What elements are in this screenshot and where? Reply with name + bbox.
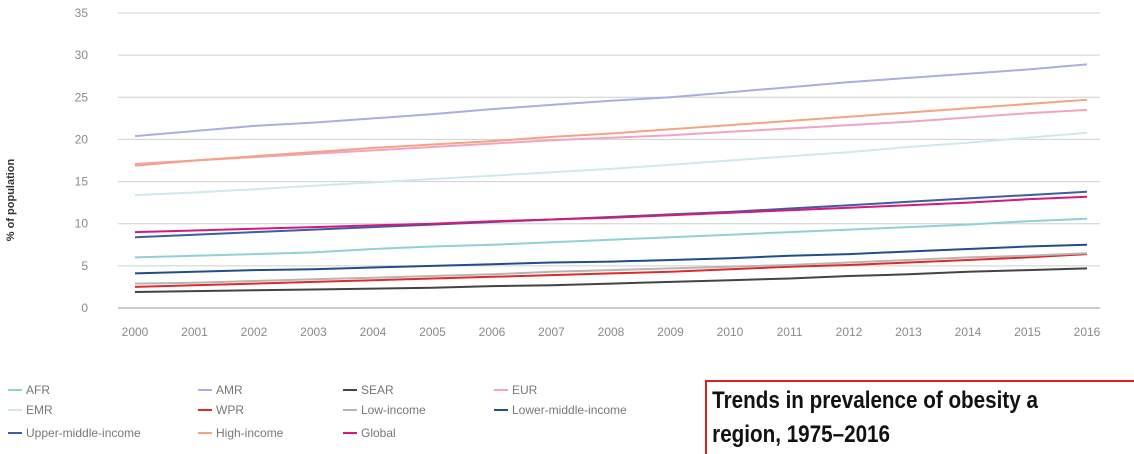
chart-title-line-1: Trends in prevalence of obesity a — [712, 387, 1038, 414]
chart-title-box: Trends in prevalence of obesity a region… — [705, 380, 1134, 454]
legend-item: EUR — [494, 383, 537, 397]
legend-swatch — [494, 409, 508, 411]
legend-item: EMR — [8, 403, 53, 417]
x-tick-label: 2012 — [836, 325, 863, 339]
series-line-eur — [134, 108, 1088, 165]
series-line-amr — [134, 63, 1088, 138]
series-line-sear — [134, 267, 1088, 293]
legend-swatch — [343, 409, 357, 411]
series-line-lower-middle-income — [134, 243, 1088, 275]
legend-item: Low-income — [343, 403, 426, 417]
legend-label: Upper-middle-income — [26, 426, 141, 440]
series-line-high-income — [134, 98, 1088, 167]
legend-swatch — [198, 409, 212, 411]
legend-swatch — [8, 409, 22, 411]
series-line-low-income — [134, 252, 1088, 285]
legend-swatch — [8, 432, 22, 434]
x-tick-label: 2014 — [955, 325, 982, 339]
legend-label: EMR — [26, 403, 53, 417]
x-tick-label: 2010 — [717, 325, 744, 339]
grid-lines — [118, 12, 1100, 309]
series-line-wpr — [134, 253, 1088, 288]
x-tick-label: 2005 — [419, 325, 446, 339]
x-tick-label: 2015 — [1014, 325, 1041, 339]
legend-swatch — [198, 389, 212, 391]
y-tick-label: 10 — [75, 217, 89, 231]
legend-label: SEAR — [361, 383, 394, 397]
legend-swatch — [494, 389, 508, 391]
legend-label: AMR — [216, 383, 243, 397]
y-tick-label: 25 — [75, 90, 89, 104]
legend-swatch — [343, 389, 357, 391]
legend-item: Global — [343, 426, 396, 440]
series-line-upper-middle-income — [134, 190, 1088, 239]
y-axis-label-container: % of population — [0, 100, 22, 300]
x-tick-label: 2006 — [479, 325, 506, 339]
legend-label: AFR — [26, 383, 50, 397]
legend-swatch — [343, 432, 357, 434]
series-line-global — [134, 195, 1088, 234]
x-tick-label: 2003 — [300, 325, 327, 339]
legend-swatch — [198, 432, 212, 434]
y-tick-label: 20 — [75, 132, 89, 146]
legend-item: Upper-middle-income — [8, 426, 141, 440]
y-axis-label: % of population — [5, 158, 17, 242]
legend-item: AMR — [198, 383, 243, 397]
legend-label: WPR — [216, 403, 244, 417]
y-tick-label: 15 — [75, 175, 89, 189]
y-axis-ticks: 0 5 10 15 20 25 30 35 — [75, 6, 89, 315]
legend-item: AFR — [8, 383, 50, 397]
legend-label: Global — [361, 426, 396, 440]
series-line-emr — [134, 131, 1088, 197]
x-tick-label: 2009 — [657, 325, 684, 339]
x-tick-label: 2000 — [122, 325, 149, 339]
y-tick-label: 5 — [81, 259, 88, 273]
x-tick-label: 2002 — [241, 325, 268, 339]
legend-label: Low-income — [361, 403, 426, 417]
y-tick-label: 35 — [75, 6, 89, 20]
x-axis-ticks: 2000 2001 2002 2003 2004 2005 2006 2007 2008 2009… — [122, 325, 1101, 339]
y-tick-label: 30 — [75, 48, 89, 62]
legend-label: High-income — [216, 426, 284, 440]
chart-title-line-2: region, 1975–2016 — [712, 421, 891, 448]
legend: AFR AMR SEAR EUR EMR WPR Low-income Lower-middl… — [8, 383, 698, 453]
series-line-afr — [134, 217, 1088, 259]
x-tick-label: 2007 — [538, 325, 565, 339]
y-tick-label: 0 — [81, 301, 88, 315]
legend-item: Lower-middle-income — [494, 403, 627, 417]
legend-item: SEAR — [343, 383, 394, 397]
series-lines — [134, 63, 1088, 293]
legend-item: WPR — [198, 403, 244, 417]
legend-item: High-income — [198, 426, 283, 440]
x-tick-label: 2011 — [777, 325, 803, 339]
legend-swatch — [8, 389, 22, 391]
x-tick-label: 2001 — [181, 325, 208, 339]
legend-label: EUR — [512, 383, 538, 397]
x-tick-label: 2008 — [598, 325, 625, 339]
x-tick-label: 2013 — [895, 325, 922, 339]
legend-label: Lower-middle-income — [512, 403, 627, 417]
line-chart: 2000 2001 2002 2003 2004 2005 2006 2007 2008 2009… — [75, 6, 1101, 339]
x-tick-label: 2004 — [360, 325, 387, 339]
x-tick-label: 2016 — [1074, 325, 1101, 339]
